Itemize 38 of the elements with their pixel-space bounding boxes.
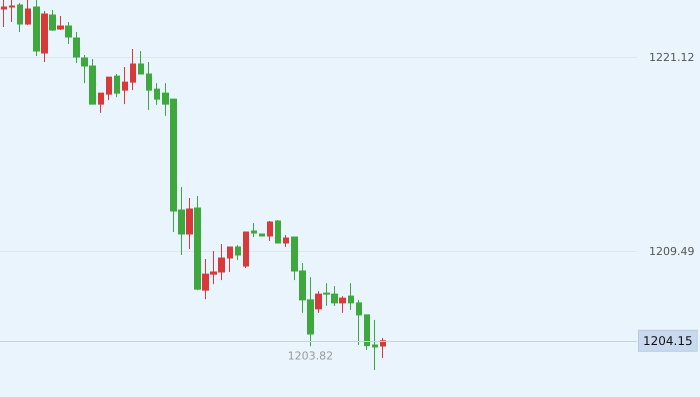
candlestick: [186, 198, 193, 250]
candlestick: [243, 232, 249, 269]
candlestick: [356, 299, 362, 346]
candlestick: [17, 2, 23, 33]
candlestick: [146, 62, 152, 110]
candlestick: [9, 0, 15, 23]
candlestick: [122, 66, 128, 105]
candlestick: [259, 234, 265, 237]
candlestick: [194, 196, 201, 291]
candlestick: [73, 32, 80, 64]
candlestick: [372, 319, 378, 370]
candlestick: [315, 290, 322, 314]
y-tick-label: 1221.12: [649, 51, 694, 64]
candlestick: [154, 82, 160, 106]
candlestick: [106, 76, 112, 101]
candlestick: [65, 22, 72, 45]
candlestick: [33, 0, 40, 57]
candlestick: [41, 10, 48, 63]
candlestick: [251, 222, 257, 238]
candlestick: [98, 92, 104, 114]
candlestick: [114, 74, 120, 98]
candlestick: [339, 296, 346, 314]
candlestick: [348, 282, 354, 310]
candlestick: [49, 10, 56, 32]
candlestick: [130, 48, 136, 91]
candlestick: [275, 220, 281, 244]
candlestick: [1, 0, 7, 28]
candlestick: [227, 246, 233, 273]
candlestick: [57, 16, 64, 31]
candlestick: [283, 234, 289, 248]
candlestick: [138, 50, 144, 75]
ref-line-label: 1204.15: [643, 334, 693, 348]
candlestick: [267, 220, 273, 242]
y-tick-label: 1209.49: [649, 245, 694, 258]
candlestick: [364, 314, 370, 350]
candlestick: [235, 244, 241, 261]
candlestick: [25, 0, 31, 26]
annotation: 1203.82: [288, 349, 334, 362]
